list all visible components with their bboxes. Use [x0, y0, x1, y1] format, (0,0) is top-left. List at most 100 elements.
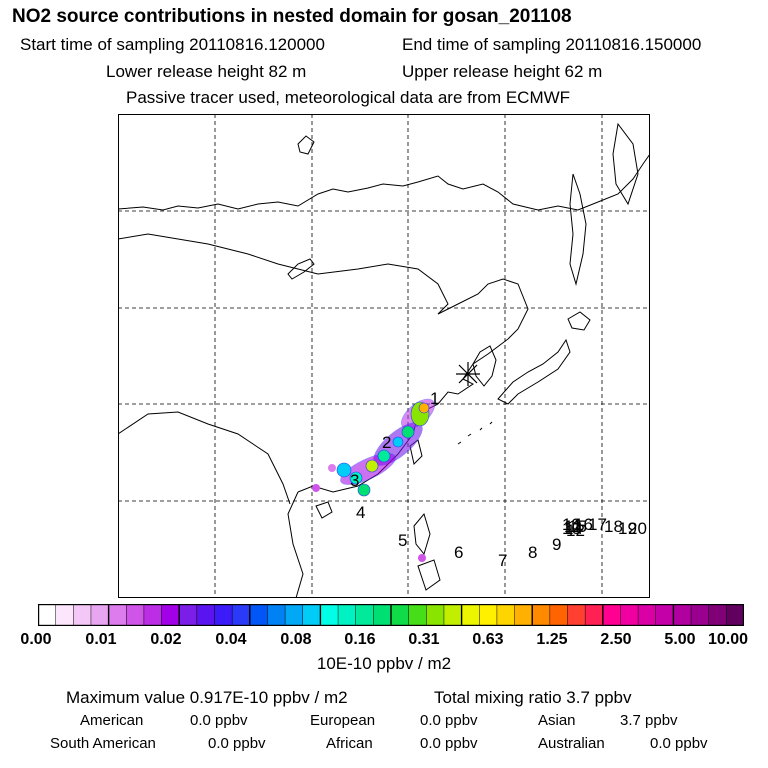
plume-core	[401, 425, 415, 439]
colorbar-cell	[355, 604, 374, 626]
colorbar-tick: 0.01	[85, 631, 117, 648]
colorbar-cell	[179, 604, 198, 626]
colorbar-cell	[108, 604, 127, 626]
plume-core	[328, 464, 336, 472]
map-frame	[118, 114, 650, 598]
colorbar-tick: 10.00	[707, 631, 749, 648]
colorbar-cell	[232, 604, 251, 626]
colorbar-cell	[532, 604, 551, 626]
sakhalin	[569, 173, 587, 286]
trajectory-label: 14	[564, 519, 583, 538]
trajectory-label: 18	[604, 517, 623, 536]
trajectory-label: 17	[588, 515, 607, 534]
philippines-luzon	[413, 512, 431, 556]
end-time: End time of sampling 20110816.150000	[402, 35, 702, 54]
colorbar-tick: 0.02	[150, 631, 182, 648]
colorbar-cell	[320, 604, 339, 626]
colorbar-cell	[126, 604, 145, 626]
map-title: NO2 source contributions in nested domai…	[12, 6, 572, 27]
colorbar-tick: 0.08	[280, 631, 312, 648]
colorbar-cell	[196, 604, 215, 626]
colorbar-cell	[426, 604, 445, 626]
colorbar-cell	[549, 604, 568, 626]
colorbar-cell	[161, 604, 180, 626]
colorbar-cell	[691, 604, 709, 626]
colorbar-cell	[673, 604, 692, 626]
plume	[312, 398, 435, 562]
trajectory-label: 1	[430, 389, 439, 408]
colorbar-cell	[479, 604, 498, 626]
trajectory-label: 10	[562, 519, 581, 538]
colorbar-cell	[443, 604, 462, 626]
colorbar-cell	[567, 604, 586, 626]
colorbar-tick: 2.50	[600, 631, 632, 648]
colorbar-cell	[638, 604, 657, 626]
trajectory-label: 7	[498, 551, 507, 570]
china-north-coast	[417, 338, 509, 415]
asian-label: Asian	[538, 712, 576, 729]
plume-core	[365, 459, 379, 473]
colorbar-tick: 0.63	[472, 631, 504, 648]
total-mixing-ratio: Total mixing ratio 3.7 ppbv	[434, 688, 632, 707]
arctic-island	[297, 135, 315, 155]
colorbar-cell	[38, 604, 56, 626]
trajectory-label: 19	[618, 519, 637, 538]
trajectory-label: 12	[566, 521, 585, 540]
colorbar-cell	[708, 604, 727, 626]
european-label: European	[310, 712, 376, 729]
philippines-south	[417, 559, 441, 591]
plume-core	[357, 483, 371, 497]
colorbar-cell	[373, 604, 392, 626]
american-label: American	[80, 712, 144, 729]
colorbar-cell	[55, 604, 74, 626]
mongolia-border	[118, 233, 449, 315]
colorbar-cell	[620, 604, 639, 626]
kamchatka	[612, 122, 639, 206]
upper-release-height: Upper release height 62 m	[402, 62, 603, 81]
trajectory-label: 3	[350, 471, 359, 490]
colorbar-cell	[143, 604, 162, 626]
colorbar-unit: 10E-10 ppbv / m2	[316, 654, 452, 673]
arctic-coast	[118, 153, 650, 211]
colorbar-cell	[726, 604, 744, 626]
plume-core	[418, 402, 430, 414]
plume-core	[349, 471, 363, 485]
colorbar-cell	[249, 604, 268, 626]
japan-hokkaido	[567, 311, 591, 331]
indochina-coast	[287, 491, 304, 598]
colorbar-tick: 1.25	[536, 631, 568, 648]
coastlines	[118, 122, 650, 598]
lower-release-height: Lower release height 82 m	[106, 62, 307, 81]
colorbar-cell	[391, 604, 409, 626]
trajectory-label: 11	[564, 517, 582, 536]
australian-value: 0.0 ppbv	[650, 735, 708, 752]
colorbar-cell	[655, 604, 674, 626]
south-american-label: South American	[50, 735, 156, 752]
colorbar-tick: 5.00	[664, 631, 696, 648]
african-label: African	[326, 735, 373, 752]
trajectory-label: 5	[398, 531, 407, 550]
colorbar-cell	[338, 604, 356, 626]
trajectory-label: 16	[574, 515, 593, 534]
colorbar-cell	[267, 604, 286, 626]
colorbar-tick: 0.04	[215, 631, 247, 648]
colorbar-cell	[73, 604, 92, 626]
colorbar-cell	[602, 604, 621, 626]
trajectory-label: 15	[568, 517, 587, 536]
trajectory-label: 13	[562, 515, 581, 534]
asian-value: 3.7 ppbv	[620, 712, 678, 729]
trajectory-label: 20	[628, 519, 647, 538]
graticule	[118, 114, 650, 598]
colorbar-cell	[585, 604, 604, 626]
plume-core	[418, 554, 426, 562]
colorbar-tick: 0.31	[408, 631, 440, 648]
south-american-value: 0.0 ppbv	[208, 735, 266, 752]
australian-label: Australian	[538, 735, 605, 752]
trajectory-labels: 1 2 3 4 5 6 7 8 9 10 11 12 13 14 15 16 1…	[350, 389, 647, 570]
plume-core	[312, 484, 320, 492]
map-panel: 1 2 3 4 5 6 7 8 9 10 11 12 13 14 15 16 1…	[118, 114, 650, 598]
colorbar-cell	[461, 604, 480, 626]
european-value: 0.0 ppbv	[420, 712, 478, 729]
japan-honshu	[497, 338, 571, 405]
ryukyu-islands	[457, 421, 493, 445]
